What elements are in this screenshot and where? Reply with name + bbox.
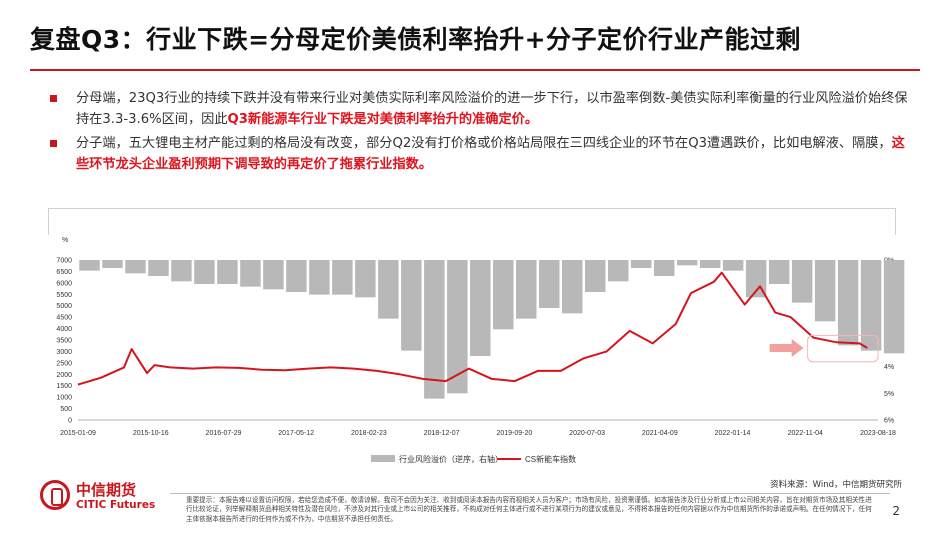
callout-arrow-icon [769,339,804,357]
bullet-emphasis: 这些环节龙头企业盈利预期下调导致的再定价了拖累行业指数。 [76,136,905,172]
risk-premium-bar [768,260,790,284]
risk-premium-bar [539,260,560,308]
x-tick-label: 2023-08-18 [860,430,896,437]
bullet-item: 分子端，五大锂电主材产能过剩的格局没有改变，部分Q2没有打价格或价格站局限在三四… [42,133,912,175]
y-right-tick-label: 5% [884,391,894,398]
risk-premium-bar [424,260,445,399]
risk-premium-bar [286,260,307,292]
risk-premium-bar [699,260,721,268]
risk-premium-bar [562,260,583,314]
y-left-tick-label: 6500 [56,269,72,276]
x-tick-label: 2018-02-23 [351,430,387,437]
risk-premium-bar [516,260,537,319]
risk-premium-bar [676,260,698,266]
risk-premium-bar [125,260,146,274]
y-left-tick-label: 7000 [56,258,72,265]
risk-premium-bar [814,260,836,322]
risk-premium-bar [630,260,652,268]
bullet-list: 分母端，23Q3行业的持续下跌并没有带来行业对美债实际利率风险溢价的进一步下行，… [42,88,912,178]
x-tick-label: 2016-07-29 [206,430,242,437]
company-logo: 中信期货 CITIC Futures [40,478,170,518]
y-left-tick-label: 3500 [56,338,72,345]
bullet-text: 分母端，23Q3行业的持续下跌并没有带来行业对美债实际利率风险溢价的进一步下行，… [76,91,908,127]
risk-premium-bar [493,260,514,330]
risk-premium-bar [194,260,215,284]
bullet-square-icon [50,140,57,147]
y-left-tick-label: 4000 [56,326,72,333]
risk-premium-bar [355,260,376,298]
y-left-tick-label: 2000 [56,372,72,379]
risk-premium-bar [470,260,491,356]
y-right-tick-label: 4% [884,364,894,371]
cs-nev-index-line [77,271,868,386]
risk-premium-bar [102,260,123,268]
risk-premium-bar [171,260,192,282]
risk-premium-bar [860,260,882,351]
y-left-tick-label: 4500 [56,315,72,322]
logo-text-cn: 中信期货 [76,481,137,499]
y-left-tick-label: 5500 [56,292,72,299]
risk-premium-bar [263,260,284,290]
risk-premium-bar [79,260,100,271]
risk-premium-bar [447,260,468,394]
risk-premium-bar [378,260,399,319]
y-left-tick-label: 3000 [56,349,72,356]
risk-premium-bar [653,260,675,276]
slide-title: 复盘Q3：行业下跌=分母定价美债利率抬升+分子定价行业产能过剩 [30,25,802,54]
legend-label: CS新能车指数 [525,454,576,464]
risk-premium-bar [217,260,238,284]
x-tick-label: 2022-01-14 [715,430,751,437]
risk-premium-bar [401,260,422,351]
risk-premium-bar [148,260,169,276]
y-left-tick-label: 1000 [56,395,72,402]
footer-divider [170,493,890,494]
risk-premium-bar [585,260,606,292]
risk-premium-bar [791,260,813,303]
risk-premium-bar [837,260,859,346]
x-tick-label: 2018-12-07 [424,430,460,437]
y-left-tick-label: 1500 [56,383,72,390]
y-left-tick-label: 5000 [56,303,72,310]
page-number: 2 [892,504,900,518]
chart: % 0 500 1000 1500 2000 2500 3000 3500 4000 4500 500… [56,237,905,464]
disclaimer: 重要提示：本报告难以设置访问权限，若给您造成不便，敬请谅解。我司不会因为关注、收… [186,496,872,523]
x-tick-label: 2019-09-20 [496,430,532,437]
bullet-text: 分子端，五大锂电主材产能过剩的格局没有改变，部分Q2没有打价格或价格站局限在三四… [76,136,892,151]
x-tick-label: 2015-01-09 [60,430,96,437]
logo-icon [40,480,70,510]
risk-premium-bar [332,260,353,295]
bullet-emphasis: Q3新能源车行业下跌是对美债利率抬升的准确定价。 [227,112,539,127]
logo-text-en: CITIC Futures [76,499,156,511]
x-tick-label: 2017-05-12 [278,430,314,437]
y-right-tick-label: 6% [884,418,894,425]
risk-premium-bar [240,260,261,287]
bullet-square-icon [50,95,57,102]
risk-premium-bar [722,260,744,271]
legend-label: 行业风险溢价（逆序，右轴） [399,454,503,464]
y-left-tick-label: 0 [68,418,72,425]
risk-premium-bar [883,260,905,354]
x-tick-label: 2015-10-16 [133,430,169,437]
y-left-tick-label: 2500 [56,360,72,367]
source-note: 资料来源：Wind，中信期货研究所 [770,480,902,490]
highlight-box [807,334,879,363]
title-divider [30,69,920,71]
x-tick-label: 2021-04-09 [642,430,678,437]
legend-swatch-bar [371,455,395,462]
x-tick-label: 2020-07-03 [569,430,605,437]
y-left-tick-label: 500 [60,406,72,413]
risk-premium-bar [608,260,629,282]
y-left-tick-label: 6000 [56,280,72,287]
x-tick-label: 2022-11-04 [788,430,823,437]
bullet-item: 分母端，23Q3行业的持续下跌并没有带来行业对美债实际利率风险溢价的进一步下行，… [42,88,912,130]
chart-frame [48,208,896,235]
risk-premium-bar [309,260,330,295]
unit-label: % [62,237,68,244]
